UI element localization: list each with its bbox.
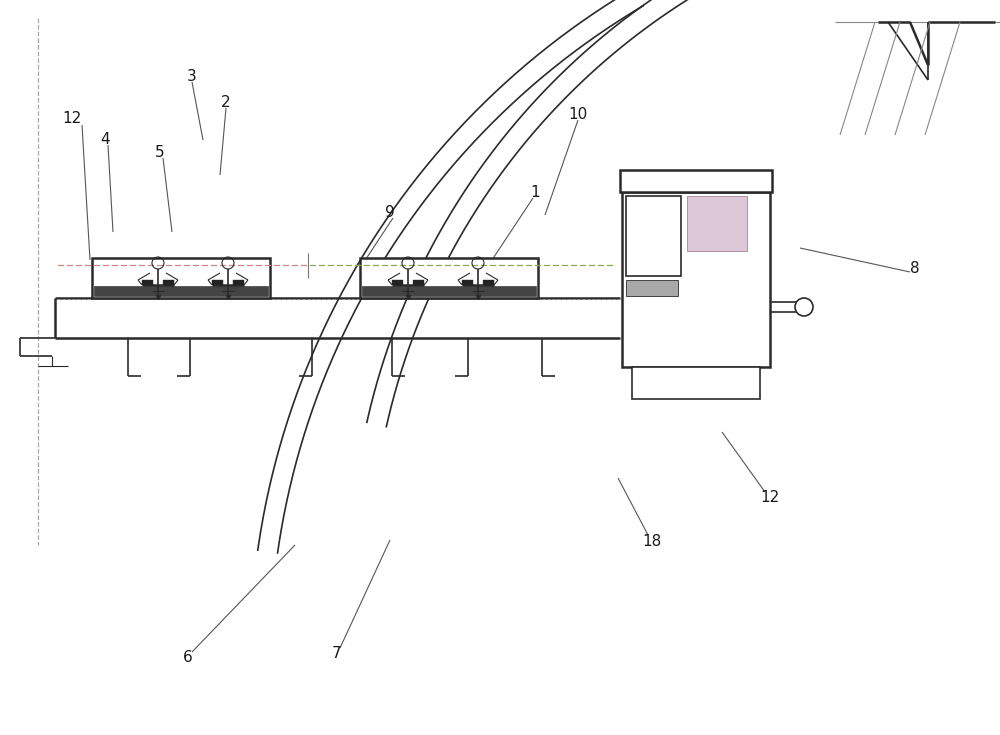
Bar — [233, 280, 244, 285]
Bar — [687, 196, 747, 251]
Bar — [94, 286, 268, 296]
Bar — [620, 170, 772, 192]
Bar — [163, 280, 174, 285]
Bar — [483, 280, 494, 285]
Text: 12: 12 — [62, 110, 82, 126]
Bar — [392, 280, 403, 285]
Text: 7: 7 — [332, 647, 342, 662]
Text: 10: 10 — [568, 107, 588, 121]
Bar — [632, 367, 760, 399]
Text: 2: 2 — [221, 95, 231, 110]
Text: 8: 8 — [910, 260, 920, 276]
Bar — [626, 280, 678, 296]
Bar — [626, 196, 681, 276]
Bar — [362, 286, 536, 296]
Text: 9: 9 — [385, 204, 395, 220]
Bar — [462, 280, 473, 285]
Text: 6: 6 — [183, 650, 193, 665]
Bar — [92, 258, 270, 298]
Bar — [142, 280, 153, 285]
Text: 3: 3 — [187, 68, 197, 84]
Bar — [413, 280, 424, 285]
Text: 1: 1 — [530, 184, 540, 199]
Text: 18: 18 — [642, 534, 662, 548]
Text: 4: 4 — [100, 132, 110, 146]
Text: 5: 5 — [155, 145, 165, 159]
Bar — [360, 258, 538, 298]
Bar — [212, 280, 223, 285]
Text: 12: 12 — [760, 490, 780, 506]
Bar — [622, 192, 770, 367]
